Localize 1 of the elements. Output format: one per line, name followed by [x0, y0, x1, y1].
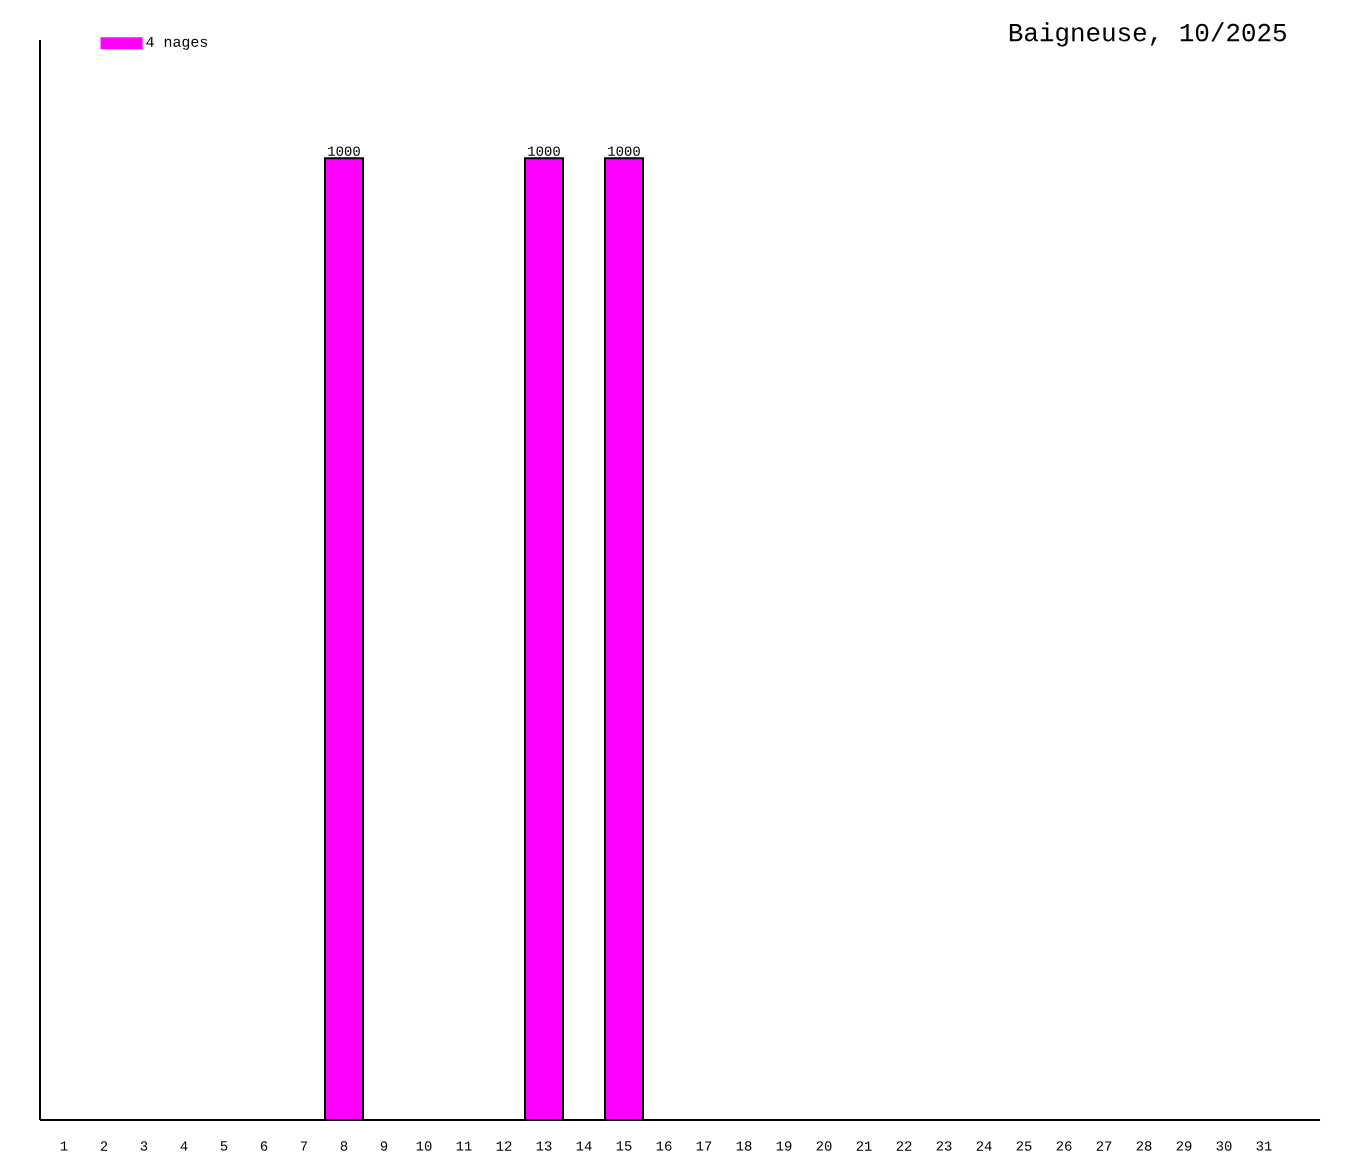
chart-title: Baigneuse, 10/2025: [1009, 22, 1286, 47]
